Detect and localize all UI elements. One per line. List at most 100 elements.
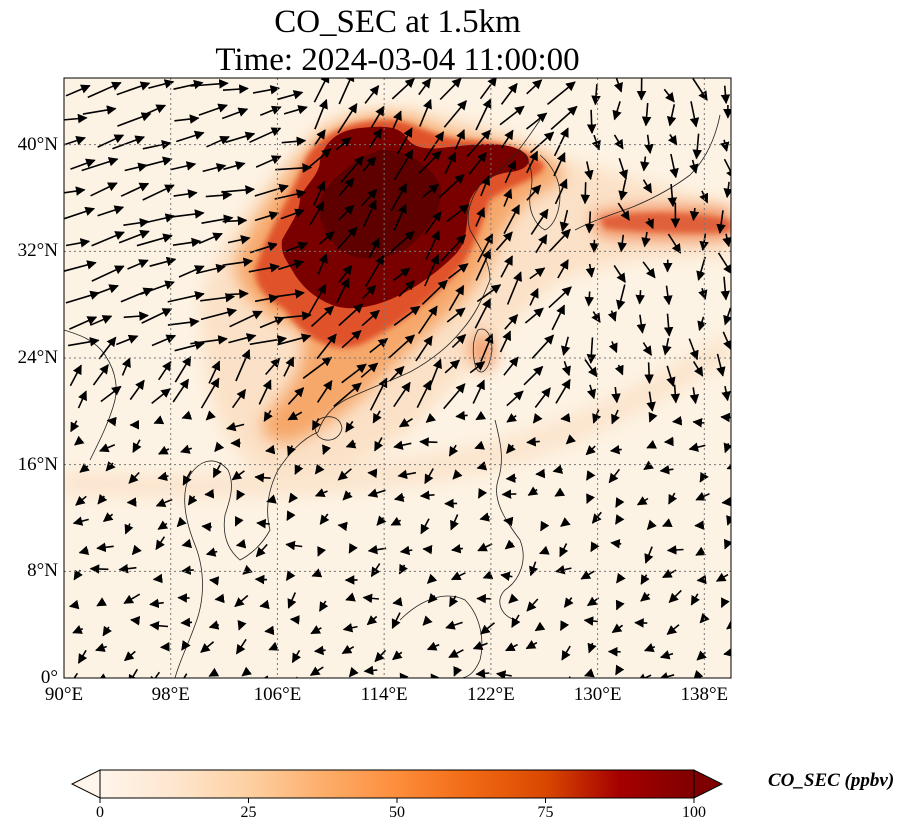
wind-arrow <box>418 150 442 174</box>
wind-arrow <box>641 231 651 248</box>
wind-arrow <box>529 561 539 577</box>
wind-arrow <box>659 650 674 660</box>
wind-arrow <box>419 437 438 447</box>
wind-arrow <box>205 190 233 201</box>
wind-arrow <box>666 545 684 555</box>
wind-arrow <box>720 85 731 105</box>
wind-arrow <box>554 178 568 205</box>
wind-arrow <box>89 315 113 326</box>
wind-arrow <box>221 185 256 195</box>
wind-arrow <box>338 303 364 327</box>
wind-arrow <box>468 152 487 175</box>
wind-arrow <box>586 109 597 134</box>
wind-arrow <box>503 188 513 207</box>
wind-arrow <box>287 411 303 421</box>
wind-arrow <box>609 444 622 455</box>
wind-arrow <box>92 364 109 386</box>
wind-arrow <box>236 489 246 501</box>
coast-indochina <box>174 431 319 678</box>
wind-arrow <box>214 593 225 604</box>
wind-arrow <box>501 489 517 499</box>
wind-arrow <box>699 233 709 252</box>
wind-arrow <box>205 547 218 557</box>
wind-arrow <box>663 313 674 337</box>
wind-arrow <box>311 568 323 578</box>
wind-arrow <box>223 161 246 171</box>
wind-arrow <box>415 335 433 362</box>
wind-arrow <box>524 307 544 324</box>
wind-arrow <box>172 378 190 403</box>
wind-arrow <box>617 202 630 221</box>
wind-arrow <box>337 521 348 532</box>
wind-arrow <box>506 271 522 305</box>
wind-arrow <box>222 215 248 226</box>
wind-arrow <box>363 665 378 676</box>
wind-arrow <box>608 341 618 354</box>
wind-arrow <box>648 411 658 423</box>
wind-arrow <box>591 134 601 151</box>
wind-arrow <box>131 544 142 556</box>
wind-arrow <box>99 443 116 453</box>
wind-arrow <box>228 333 257 344</box>
wind-arrow <box>666 624 680 635</box>
map-plot <box>63 77 732 679</box>
colorbar-tick-label: 25 <box>240 804 257 821</box>
wind-arrow <box>68 599 80 610</box>
wind-arrow <box>149 598 164 609</box>
wind-arrow <box>302 356 333 379</box>
wind-arrow <box>530 677 541 678</box>
wind-arrow <box>613 264 626 284</box>
wind-arrow <box>559 543 569 558</box>
wind-arrow <box>90 182 118 197</box>
wind-arrow <box>311 418 321 431</box>
wind-arrow <box>363 199 377 227</box>
wind-arrow <box>418 305 438 335</box>
wind-arrow <box>222 257 254 267</box>
wind-arrow <box>234 594 249 608</box>
gridlines <box>63 78 731 679</box>
wind-arrow <box>338 204 355 221</box>
wind-arrow <box>721 496 731 507</box>
wind-arrow <box>278 259 305 271</box>
wind-arrow <box>390 183 408 212</box>
wind-arrow <box>342 490 353 501</box>
wind-arrow <box>430 673 440 678</box>
wind-arrow <box>225 421 245 432</box>
wind-arrow <box>546 81 576 106</box>
wind-arrow <box>690 593 700 606</box>
wind-arrow <box>275 163 313 173</box>
coast-china <box>317 119 541 433</box>
wind-arrow <box>635 290 646 305</box>
wind-arrow <box>527 486 539 496</box>
wind-arrow <box>480 175 491 197</box>
wind-arrow <box>362 593 379 604</box>
wind-arrow <box>151 388 171 405</box>
wind-arrow <box>716 210 726 234</box>
wind-arrow <box>669 153 679 179</box>
wind-arrow <box>90 284 119 297</box>
wind-arrow <box>118 229 150 244</box>
wind-arrow <box>201 522 212 532</box>
wind-arrow <box>337 102 358 134</box>
wind-arrow <box>642 261 656 279</box>
wind-arrow <box>532 413 543 424</box>
wind-arrow <box>310 305 335 327</box>
wind-arrow <box>276 333 312 346</box>
wind-arrow <box>529 267 546 280</box>
wind-arrow <box>229 310 263 328</box>
wind-arrow <box>667 183 678 208</box>
wind-arrow <box>309 201 325 226</box>
wind-arrow <box>388 334 416 359</box>
colorbar <box>70 769 724 803</box>
wind-arrow <box>721 385 731 402</box>
wind-arrow <box>439 78 462 101</box>
wind-arrow <box>642 179 653 194</box>
wind-arrow <box>475 98 492 131</box>
wind-arrow <box>294 464 304 475</box>
wind-arrow <box>476 461 488 471</box>
wind-arrow <box>526 112 548 130</box>
wind-arrow <box>190 79 229 89</box>
wind-arrow <box>97 134 125 148</box>
wind-arrow <box>474 440 485 450</box>
wind-arrow <box>561 360 571 377</box>
